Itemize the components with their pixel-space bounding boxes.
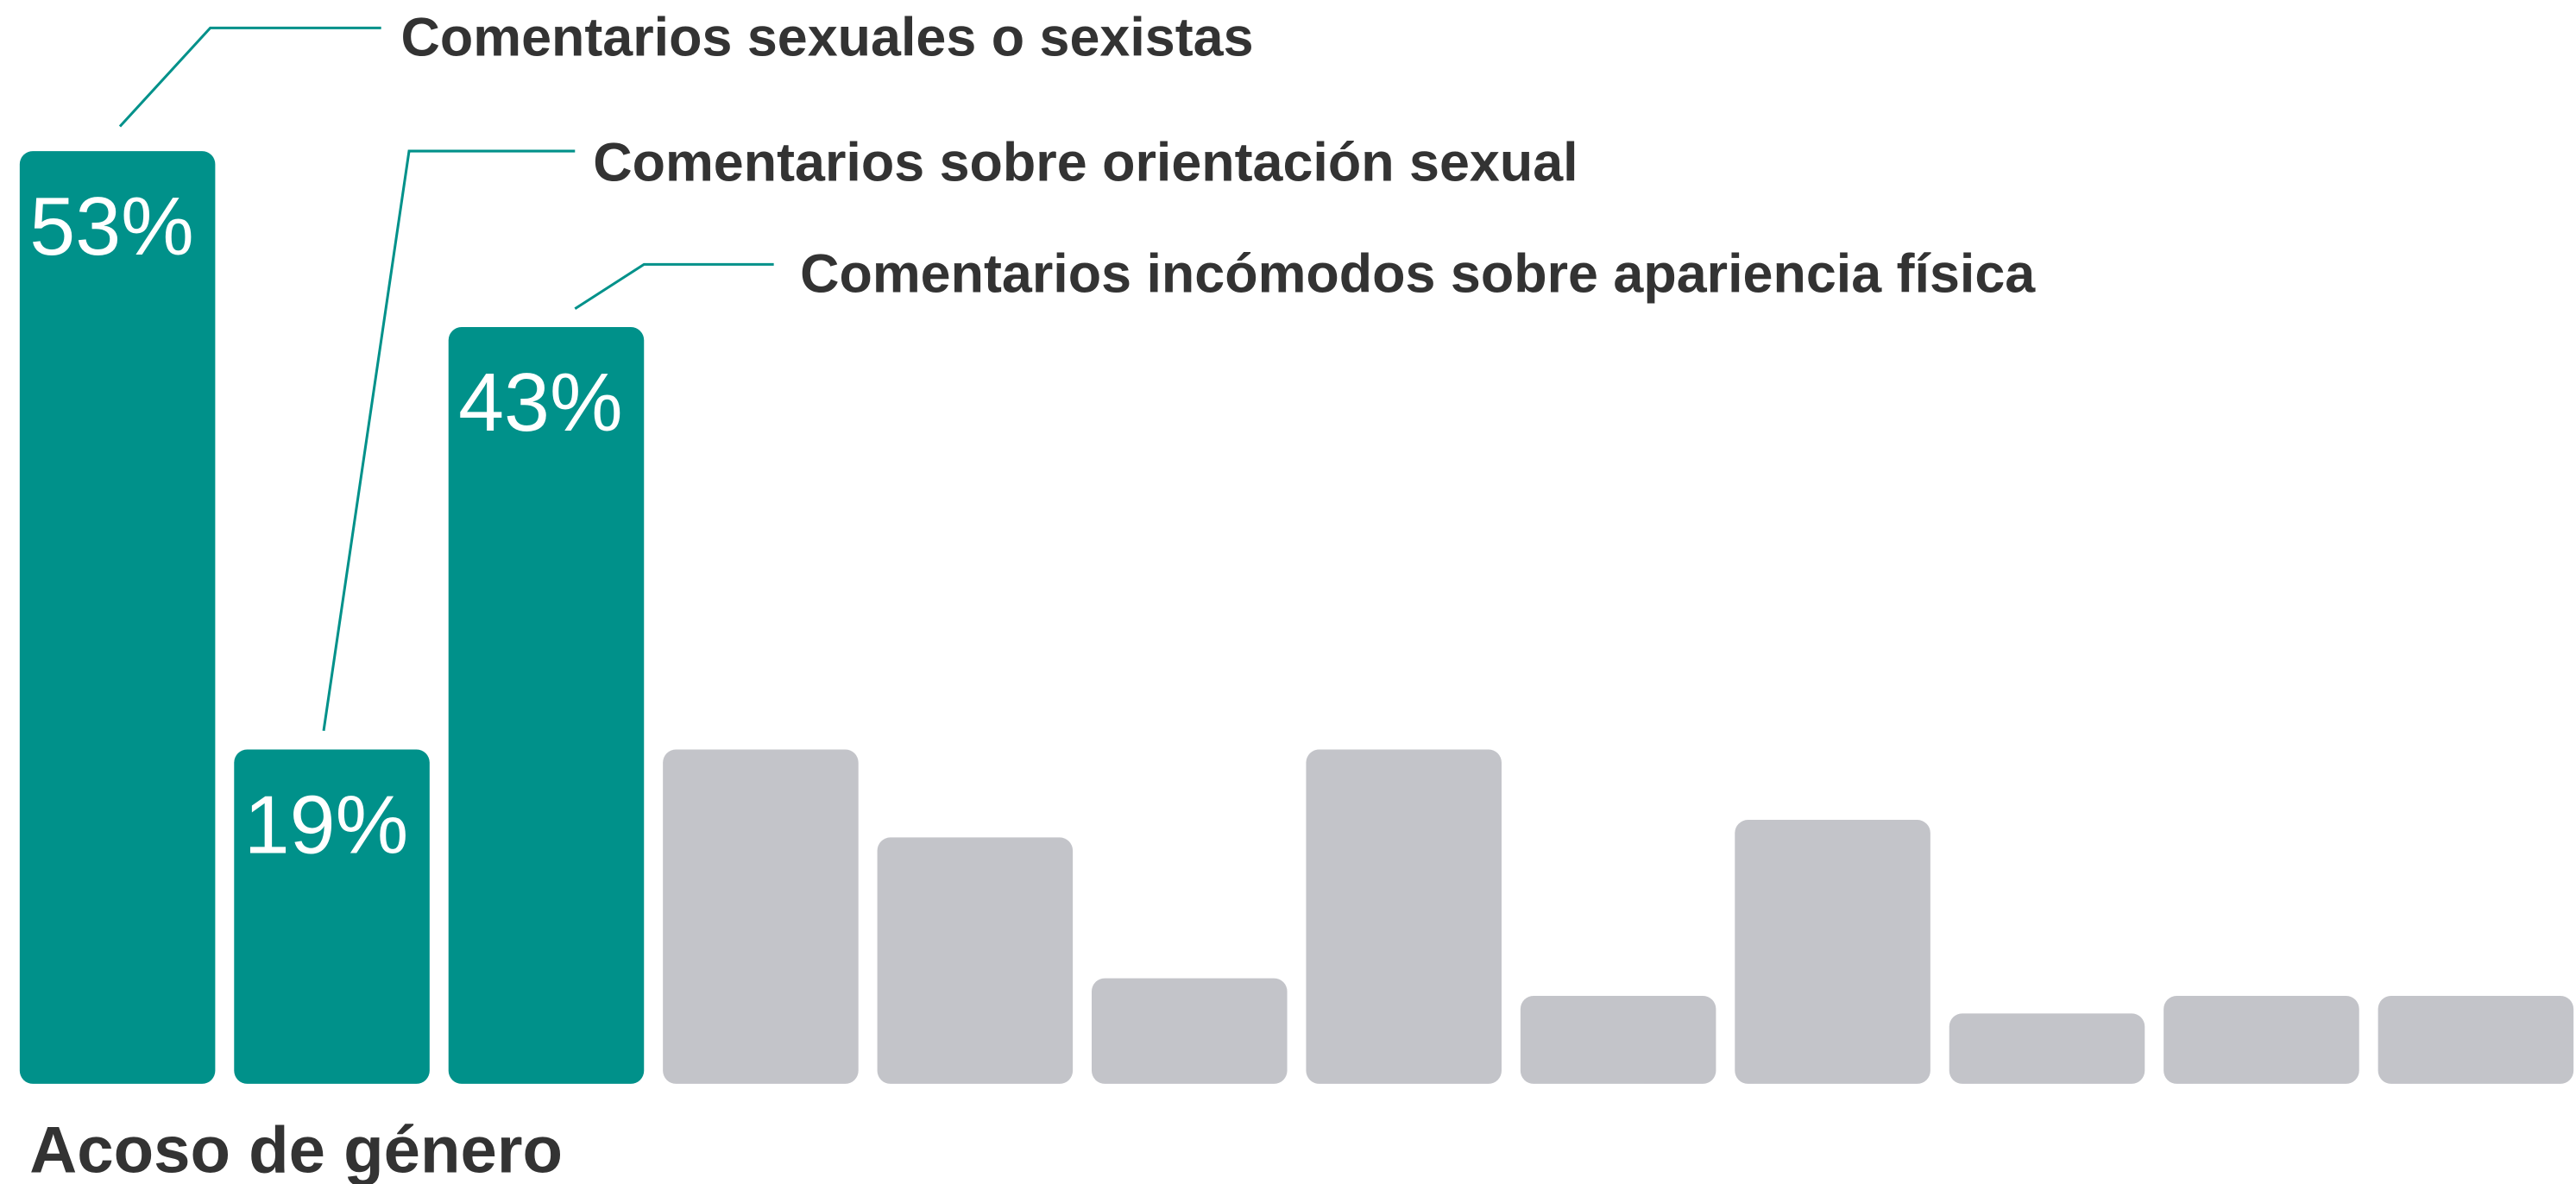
leader-line [118,26,381,128]
bar [1735,820,1930,1084]
bar [877,837,1074,1084]
bar [1949,1013,2145,1084]
bar [1092,978,1288,1084]
leader-line [322,149,576,732]
chart-title: Acoso de género [29,1114,563,1184]
bars [19,151,2574,1084]
annotation: Comentarios incómodos sobre apariencia f… [800,244,2036,305]
annotation: Comentarios sexuales o sexistas [401,8,1254,68]
value-label: 43% [458,357,622,449]
bar [1306,749,1502,1084]
annotation: Comentarios sobre orientación sexual [593,132,1578,192]
value-label: 53% [29,181,193,273]
leader-line [574,262,774,311]
bar [448,327,645,1084]
bar [234,749,430,1084]
bar [2163,995,2359,1084]
bar [1520,995,1716,1084]
bar [19,151,216,1084]
bar [2378,995,2574,1084]
bar [663,749,859,1084]
value-label: 19% [244,779,408,871]
